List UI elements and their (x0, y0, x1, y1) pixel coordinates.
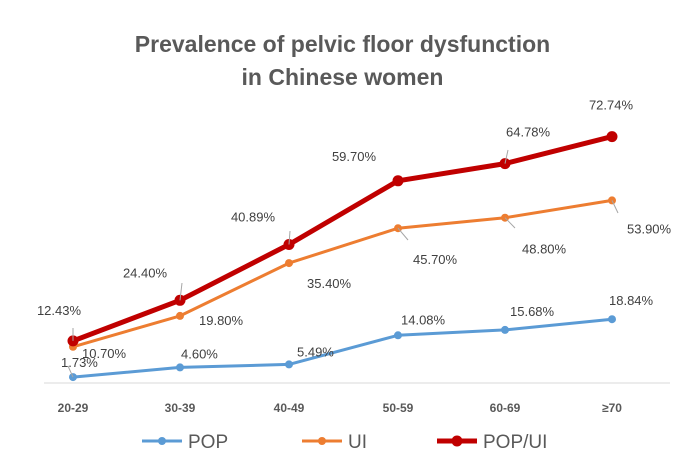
leader-line-ui-5 (504, 217, 516, 229)
leader-line-ui-4 (397, 227, 409, 241)
data-point-pop-ui-4 (392, 175, 404, 187)
leader-line-pop-ui-5 (504, 149, 509, 164)
x-tick-label-2: 30-39 (165, 401, 196, 415)
leader-line-pop-ui-2 (179, 282, 183, 301)
legend-swatch-marker-pop-ui (451, 435, 463, 447)
legend-label-pop-ui: POP/UI (483, 432, 547, 453)
legend-swatch-marker-pop (158, 437, 166, 445)
data-label-ui-4: 45.70% (413, 252, 458, 267)
data-point-pop-6 (608, 315, 616, 324)
chart-title-line-2: in Chinese women (241, 64, 444, 90)
x-tick-labels: 20-29 30-39 40-49 50-59 60-69 ≥70 (58, 401, 623, 415)
data-point-pop-ui-6 (606, 131, 618, 143)
data-label-pop-ui-6: 72.74% (589, 98, 634, 113)
data-label-pop-6: 18.84% (609, 293, 654, 308)
chart-title-line-1: Prevalence of pelvic floor dysfunction (134, 31, 551, 57)
data-label-pop-1: 1.73% (61, 355, 98, 370)
series-points (67, 131, 618, 382)
x-tick-label-3: 40-49 (274, 401, 305, 415)
legend: POP UI POP/UI (142, 432, 547, 453)
series-lines (70, 134, 615, 379)
data-point-pop-4 (394, 331, 402, 340)
data-label-pop-5: 15.68% (510, 304, 555, 319)
data-label-pop-3: 5.49% (297, 344, 334, 359)
leader-line-pop-1 (67, 365, 74, 378)
data-label-ui-6: 53.90% (627, 221, 672, 236)
legend-item-pop: POP (142, 432, 228, 453)
data-labels: 1.73% 4.60% 5.49% 14.08% 15.68% 18.84% 10.70% 1… (37, 98, 672, 378)
x-tick-label-4: 50-59 (383, 401, 414, 415)
series-line-pop (71, 317, 614, 379)
series-line-ui (71, 198, 614, 349)
data-label-ui-5: 48.80% (522, 242, 567, 257)
data-point-pop-5 (501, 325, 509, 334)
x-tick-label-1: 20-29 (58, 401, 89, 415)
leader-line-ui-6 (611, 200, 619, 214)
data-point-pop-2 (176, 363, 184, 372)
data-point-pop-3 (285, 360, 293, 369)
data-label-ui-3: 35.40% (307, 276, 352, 291)
x-tick-label-6: ≥70 (602, 401, 622, 415)
legend-item-pop-ui: POP/UI (437, 432, 547, 453)
data-label-pop-ui-2: 24.40% (123, 265, 168, 280)
legend-label-pop: POP (188, 432, 228, 453)
data-point-ui-3 (285, 259, 293, 268)
chart-title: Prevalence of pelvic floor dysfunction i… (0, 28, 685, 94)
data-label-pop-ui-4: 59.70% (332, 149, 377, 164)
data-label-pop-ui-1: 12.43% (37, 303, 82, 318)
data-label-pop-4: 14.08% (401, 312, 446, 327)
data-label-pop-2: 4.60% (181, 346, 218, 361)
data-label-pop-ui-5: 64.78% (506, 125, 551, 140)
series-line-pop-ui (70, 134, 615, 344)
leader-line-pop-ui-3 (288, 230, 291, 245)
data-label-ui-2: 19.80% (199, 313, 244, 328)
data-label-pop-ui-3: 40.89% (231, 209, 276, 224)
legend-item-ui: UI (302, 432, 367, 453)
legend-swatch-marker-ui (318, 437, 326, 445)
data-point-ui-2 (176, 311, 184, 320)
x-tick-label-5: 60-69 (490, 401, 521, 415)
legend-label-ui: UI (348, 432, 367, 453)
data-label-ui-1: 10.70% (82, 346, 127, 361)
